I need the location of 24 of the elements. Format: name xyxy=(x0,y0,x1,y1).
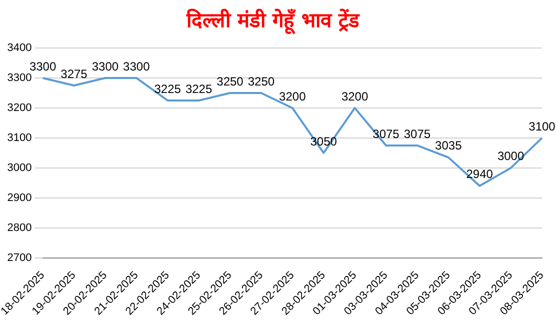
data-label: 3200 xyxy=(341,89,368,104)
y-tick-label: 3400 xyxy=(7,42,32,54)
data-label: 3300 xyxy=(29,59,56,74)
data-label: 3075 xyxy=(404,126,431,141)
data-label: 3200 xyxy=(279,89,306,104)
data-label: 3225 xyxy=(185,82,212,96)
y-tick-label: 3300 xyxy=(7,72,32,84)
y-tick-label: 2700 xyxy=(7,252,32,264)
data-label: 3300 xyxy=(92,59,119,74)
data-label: 3250 xyxy=(248,74,275,88)
data-label: 3275 xyxy=(60,66,88,81)
y-tick-label: 3200 xyxy=(7,102,32,114)
data-label: 3300 xyxy=(123,59,150,74)
data-label: 3035 xyxy=(435,138,462,153)
y-tick-label: 3100 xyxy=(7,132,32,144)
data-label: 3000 xyxy=(497,149,524,164)
data-label: 2940 xyxy=(466,167,494,182)
data-label: 3250 xyxy=(216,74,244,88)
y-tick-label: 3000 xyxy=(7,162,32,174)
y-tick-label: 2900 xyxy=(7,192,32,204)
data-label: 3225 xyxy=(154,82,182,96)
data-label: 3100 xyxy=(528,119,556,134)
y-tick-label: 2800 xyxy=(7,222,32,234)
chart-title: दिल्ली मंडी गेहूँ भाव ट्रेंड xyxy=(186,8,360,36)
